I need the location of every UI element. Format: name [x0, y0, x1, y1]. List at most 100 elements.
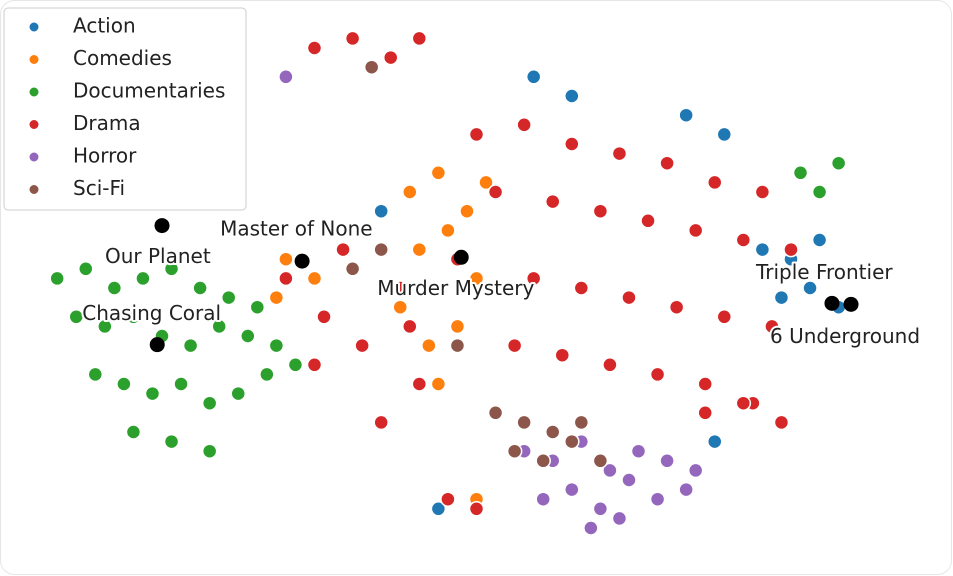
point: [363, 59, 380, 75]
point: [564, 88, 580, 104]
point: [125, 424, 142, 440]
point: [583, 520, 599, 536]
point: [487, 184, 504, 200]
point: [544, 193, 561, 210]
point: [697, 405, 713, 421]
point: [707, 174, 723, 191]
point: [249, 299, 266, 315]
point: [192, 280, 208, 296]
point: [678, 481, 694, 498]
point: [68, 309, 84, 325]
point: [573, 280, 590, 296]
point: [602, 357, 618, 373]
point: [49, 270, 65, 287]
point: [802, 280, 818, 296]
point: [440, 222, 456, 239]
point: [621, 472, 637, 488]
point: [468, 270, 485, 287]
point: [116, 376, 132, 392]
point: [392, 299, 409, 315]
annotation: Chasing Coral: [82, 301, 221, 325]
point: [78, 261, 94, 277]
point: [278, 69, 294, 85]
legend-marker: [28, 184, 40, 195]
point: [373, 414, 389, 431]
point: [440, 491, 456, 507]
point: [544, 424, 561, 440]
point: [125, 309, 142, 325]
legend-label: Documentaries: [73, 79, 225, 103]
legend-label: Drama: [73, 111, 141, 135]
highlight-point: [824, 295, 840, 311]
legend-label: Action: [73, 14, 136, 38]
point: [668, 299, 685, 315]
point: [687, 462, 704, 479]
point: [144, 385, 161, 402]
legend-box: [3, 7, 247, 211]
point: [459, 203, 475, 219]
legend-label: Horror: [73, 144, 137, 168]
point: [211, 318, 227, 335]
point: [430, 501, 447, 517]
legend-marker: [28, 86, 40, 98]
point: [306, 357, 323, 373]
point: [268, 337, 285, 354]
point: [173, 376, 189, 392]
point: [592, 453, 609, 469]
point: [135, 270, 151, 287]
point: [592, 203, 609, 219]
point: [163, 261, 180, 277]
point: [516, 414, 532, 431]
point: [230, 385, 246, 402]
point: [564, 136, 580, 152]
point: [478, 174, 494, 191]
point: [621, 289, 637, 306]
point: [163, 433, 180, 450]
annotation: Triple Frontier: [755, 260, 893, 284]
point: [373, 241, 389, 258]
point: [564, 481, 580, 498]
point: [535, 453, 551, 469]
point: [344, 30, 361, 47]
point: [335, 241, 351, 258]
point: [411, 241, 428, 258]
point: [811, 184, 828, 200]
point: [278, 270, 294, 287]
point: [106, 280, 123, 296]
point: [344, 261, 361, 277]
highlight-point: [294, 253, 310, 269]
point: [354, 337, 370, 354]
point: [811, 232, 828, 248]
annotation: 6 Underground: [770, 324, 920, 348]
point: [430, 376, 447, 392]
point: [640, 213, 656, 229]
legend-marker: [28, 21, 40, 33]
point: [411, 30, 428, 47]
point: [687, 222, 704, 239]
point: [697, 376, 713, 392]
point: [707, 433, 723, 450]
point: [554, 347, 571, 363]
point: [630, 443, 647, 459]
point: [735, 395, 752, 411]
point: [506, 337, 523, 354]
point: [754, 184, 771, 200]
point: [449, 318, 466, 335]
point: [421, 337, 437, 354]
point: [430, 165, 447, 181]
point: [659, 453, 675, 469]
point: [525, 69, 542, 85]
legend-marker: [28, 119, 40, 130]
point: [516, 117, 532, 133]
highlight-point: [843, 296, 859, 312]
annotation: Master of None: [220, 217, 372, 241]
point: [678, 107, 694, 123]
point: [649, 366, 666, 383]
point: [506, 443, 523, 459]
point: [525, 270, 542, 287]
point: [220, 289, 237, 306]
point: [735, 232, 752, 248]
point: [611, 145, 628, 162]
point: [602, 462, 618, 479]
